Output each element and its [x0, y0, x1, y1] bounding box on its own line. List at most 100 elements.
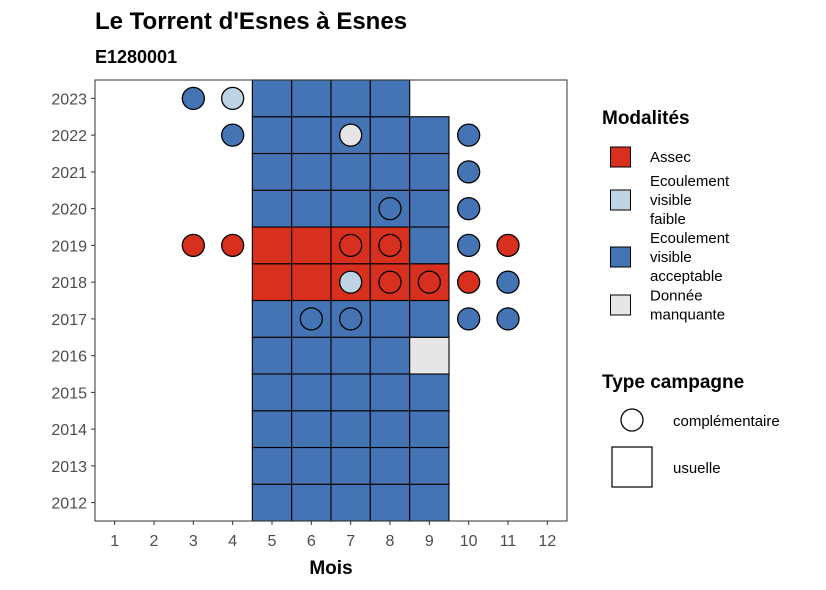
usual-cell-2014-8 — [369, 410, 411, 449]
legend-key-ecoulement-visible-acceptable — [610, 246, 631, 268]
x-axis-title: Mois — [309, 558, 352, 579]
legend-key-complementaire — [620, 408, 644, 432]
legend-campagne-title: Type campagne — [602, 372, 744, 393]
complementary-point-2019-3 — [181, 233, 205, 258]
legend-label-ecoulement-visible-acceptable-line-2: visible — [650, 249, 692, 266]
usual-cell-2015-6 — [291, 373, 332, 412]
complementary-points-layer — [181, 86, 520, 331]
complementary-point-2017-11 — [496, 307, 520, 331]
legend-label-ecoulement-visible-acceptable-line-1: Ecoulement — [650, 230, 730, 247]
usual-cell-2014-6 — [291, 410, 332, 449]
legend-label-donnee-manquante-line-2: manquante — [650, 307, 725, 324]
x-tick-label-2: 2 — [150, 533, 159, 550]
usual-cell-2016-7 — [330, 336, 371, 375]
usual-cell-2018-6 — [291, 263, 332, 302]
usual-cell-2023-5 — [251, 79, 293, 118]
usual-cell-2022-9 — [409, 116, 450, 155]
complementary-point-2020-10 — [457, 196, 481, 221]
usual-cell-2022-5 — [251, 116, 293, 155]
usual-cell-2012-6 — [291, 483, 332, 522]
x-tick-label-8: 8 — [386, 533, 395, 550]
complementary-point-2018-11 — [496, 270, 520, 294]
usual-cell-2022-6 — [291, 116, 332, 155]
usual-cell-2019-6 — [291, 226, 332, 265]
legend-label-ecoulement-visible-acceptable-line-3: acceptable — [650, 268, 723, 285]
complementary-point-2019-11 — [496, 233, 520, 258]
complementary-point-2019-7 — [339, 233, 363, 258]
legend-label-donnee-manquante-line-1: Donnée — [650, 288, 703, 305]
legend-label-ecoulement-visible-faible-line-3: faible — [650, 211, 686, 228]
complementary-point-2018-10 — [457, 270, 481, 294]
usual-cell-2012-7 — [330, 483, 371, 522]
usual-cell-2020-5 — [251, 189, 293, 228]
usual-cell-2014-7 — [330, 410, 371, 449]
usual-cell-2013-9 — [409, 446, 450, 485]
complementary-point-2017-10 — [457, 307, 481, 331]
y-tick-label-2022: 2022 — [51, 128, 87, 145]
y-tick-label-2021: 2021 — [51, 165, 87, 182]
x-tick-label-12: 12 — [538, 533, 556, 550]
usual-cell-2013-7 — [330, 446, 371, 485]
usual-cell-2023-6 — [291, 79, 332, 118]
axes-layer: 1 2 3 4 5 6 7 8 9 10 11 122012201320142015201620172… — [51, 91, 556, 550]
legend-modalites-title: Modalités — [602, 108, 690, 129]
usual-cell-2019-9 — [409, 226, 450, 265]
y-tick-label-2016: 2016 — [51, 349, 87, 366]
y-tick-label-2014: 2014 — [51, 422, 87, 439]
y-tick-label-2012: 2012 — [51, 496, 87, 513]
usual-cell-2013-6 — [291, 446, 332, 485]
complementary-point-2023-4 — [221, 86, 245, 111]
x-tick-label-10: 10 — [460, 533, 478, 550]
legend-key-usuelle — [611, 446, 653, 488]
usual-cell-2021-8 — [369, 152, 411, 191]
usual-cell-2021-9 — [409, 152, 450, 191]
usual-cell-2020-9 — [409, 189, 450, 228]
usual-cell-2016-6 — [291, 336, 332, 375]
y-tick-label-2017: 2017 — [51, 312, 87, 329]
complementary-point-2019-10 — [457, 233, 481, 258]
usual-cell-2020-7 — [330, 189, 371, 228]
usual-cell-2014-9 — [409, 410, 450, 449]
usual-cell-2017-5 — [251, 299, 293, 338]
usual-cell-2012-5 — [251, 483, 293, 522]
x-tick-label-7: 7 — [346, 533, 355, 550]
complementary-point-2018-7 — [339, 270, 363, 294]
usual-cell-2016-8 — [369, 336, 411, 375]
legend-label-ecoulement-visible-faible-line-2: visible — [650, 192, 692, 209]
usual-cell-2012-8 — [369, 483, 411, 522]
usual-cell-2022-8 — [369, 116, 411, 155]
complementary-point-2017-7 — [339, 307, 363, 331]
complementary-point-2022-4 — [221, 123, 245, 147]
chart-title: Le Torrent d'Esnes à Esnes — [95, 8, 407, 35]
x-tick-label-3: 3 — [189, 533, 198, 550]
complementary-point-2020-8 — [378, 196, 402, 221]
legend-key-donnee-manquante — [610, 294, 631, 316]
complementary-point-2022-7 — [339, 123, 363, 147]
legend-key-ecoulement-visible-faible — [610, 189, 631, 211]
usual-cell-2023-8 — [369, 79, 411, 118]
usual-cell-2021-6 — [291, 152, 332, 191]
x-tick-label-11: 11 — [500, 533, 517, 550]
usual-cell-2015-9 — [409, 373, 450, 412]
legend-label-ecoulement-visible-faible-line-1: Ecoulement — [650, 173, 730, 190]
usual-cell-2020-6 — [291, 189, 332, 228]
usual-cell-2017-9 — [409, 299, 450, 338]
x-tick-label-9: 9 — [425, 533, 434, 550]
complementary-point-2022-10 — [457, 123, 481, 147]
usual-cell-2017-8 — [369, 299, 411, 338]
chart-subtitle: E1280001 — [95, 47, 177, 67]
usual-cell-2021-5 — [251, 152, 293, 191]
usual-cell-2013-8 — [369, 446, 411, 485]
y-tick-label-2019: 2019 — [51, 238, 87, 255]
y-tick-label-2023: 2023 — [51, 91, 87, 108]
usual-cell-2021-7 — [330, 152, 371, 191]
x-tick-label-1: 1 — [110, 533, 119, 550]
usual-cell-2014-5 — [251, 410, 293, 449]
usual-cell-2016-9 — [409, 336, 450, 375]
x-tick-label-5: 5 — [268, 533, 277, 550]
complementary-point-2019-8 — [378, 233, 402, 258]
x-tick-label-6: 6 — [307, 533, 316, 550]
usual-cell-2013-5 — [251, 446, 293, 485]
panel-border — [94, 79, 568, 522]
